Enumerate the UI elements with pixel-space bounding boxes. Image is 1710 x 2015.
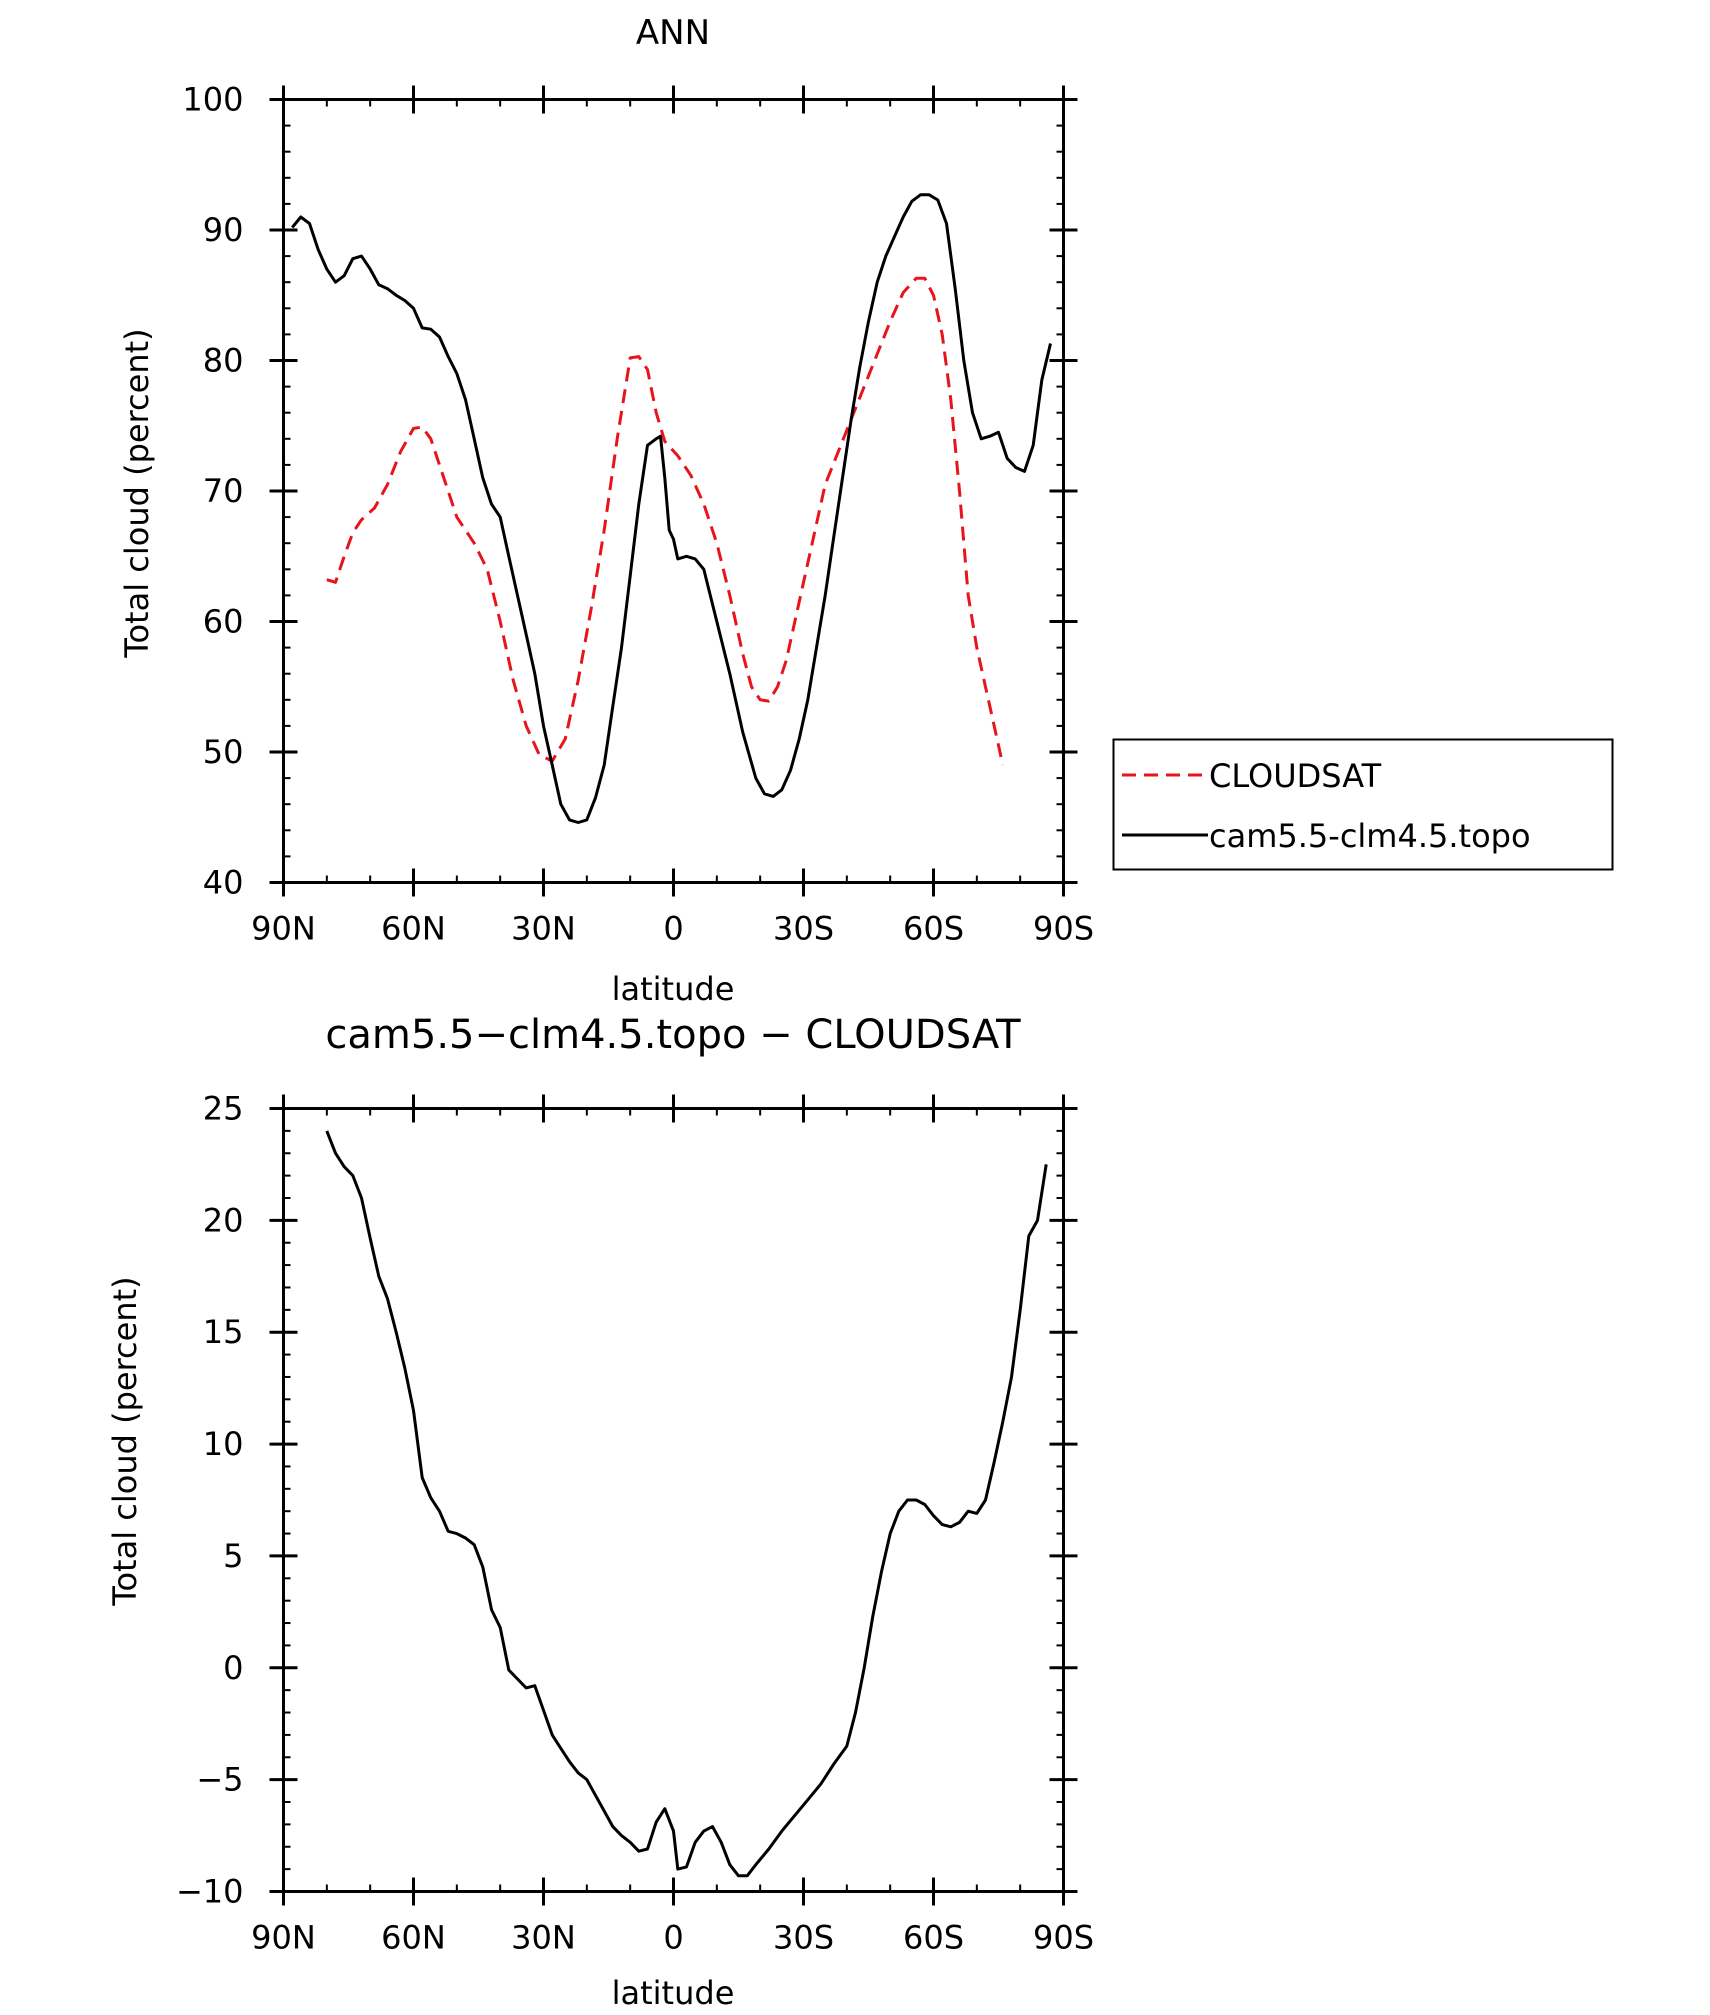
bottom-panel-x-tick-label: 90N <box>251 1919 316 1957</box>
bottom-panel-x-tick-label: 60N <box>381 1919 446 1957</box>
bottom-panel-x-tick-label: 60S <box>903 1919 964 1957</box>
top-panel-y-tick-label: 80 <box>203 342 244 380</box>
top-panel-plot-frame <box>282 98 1065 884</box>
top-panel-y-tick-label: 40 <box>203 864 244 902</box>
top-panel-y-tick-label: 60 <box>203 603 244 641</box>
top-panel-series-cam5-5-clm4-5-topo <box>291 193 1052 824</box>
bottom-panel: cam5.5−clm4.5.topo − CLOUDSAT latitude T… <box>106 1012 1094 2012</box>
bottom-panel-x-axis-label: latitude <box>612 1974 735 2010</box>
bottom-panel-series-difference <box>325 1130 1048 1878</box>
top-panel-title: ANN <box>636 13 710 53</box>
bottom-panel-x-tick-label: 90S <box>1033 1919 1094 1957</box>
top-panel-y-tick-label: 90 <box>203 211 244 249</box>
bottom-panel-y-tick-label: 10 <box>203 1425 244 1463</box>
top-panel-x-axis-label: latitude <box>612 970 735 1008</box>
top-panel-series-cloudsat <box>326 276 1005 766</box>
top-panel-x-tick-label: 60N <box>381 910 446 948</box>
bottom-panel-y-tick-label: −5 <box>196 1761 243 1799</box>
bottom-panel-y-tick-label: 15 <box>203 1313 244 1351</box>
top-panel-x-tick-label: 90N <box>251 910 316 948</box>
bottom-panel-y-tick-label: 5 <box>223 1537 243 1575</box>
bottom-panel-y-axis-label: Total cloud (percent) <box>106 1276 144 1606</box>
top-panel-y-tick-label: 70 <box>203 472 244 510</box>
bottom-panel-plot-frame <box>282 1107 1065 1893</box>
bottom-panel-series <box>325 1130 1048 1878</box>
bottom-panel-y-tick-label: 0 <box>223 1649 243 1687</box>
legend-label-model: cam5.5-clm4.5.topo <box>1209 817 1531 855</box>
top-panel-x-tick-label: 60S <box>903 910 964 948</box>
top-panel: ANN latitude Total cloud (percent) 90N 60… <box>118 13 1094 1008</box>
bottom-panel-x-tick-label: 30N <box>511 1919 576 1957</box>
top-panel-series <box>291 193 1052 824</box>
bottom-panel-y-tick-label: 25 <box>203 1090 244 1128</box>
bottom-panel-y-tick-label: 20 <box>203 1201 244 1239</box>
top-panel-y-tick-label: 100 <box>182 81 243 119</box>
top-panel-x-tick-label: 30N <box>511 910 576 948</box>
top-panel-y-axis-label: Total cloud (percent) <box>118 328 156 658</box>
bottom-panel-y-tick-label: −10 <box>176 1873 244 1911</box>
bottom-panel-x-tick-label: 30S <box>773 1919 834 1957</box>
bottom-panel-title: cam5.5−clm4.5.topo − CLOUDSAT <box>325 1012 1021 1058</box>
bottom-panel-ticks: 90N 60N 30N 0 30S 60S 90S −10 −5 0 5 10 15 20 25 <box>176 1090 1094 1957</box>
top-panel-y-tick-label: 50 <box>203 733 244 771</box>
top-panel-x-tick-label: 90S <box>1033 910 1094 948</box>
legend: CLOUDSAT cam5.5-clm4.5.topo <box>1112 738 1614 871</box>
top-panel-x-tick-label: 30S <box>773 910 834 948</box>
top-panel-x-tick-label: 0 <box>663 910 683 948</box>
bottom-panel-x-tick-label: 0 <box>663 1919 683 1957</box>
legend-box <box>1112 738 1614 871</box>
legend-label-cloudsat: CLOUDSAT <box>1209 757 1382 795</box>
